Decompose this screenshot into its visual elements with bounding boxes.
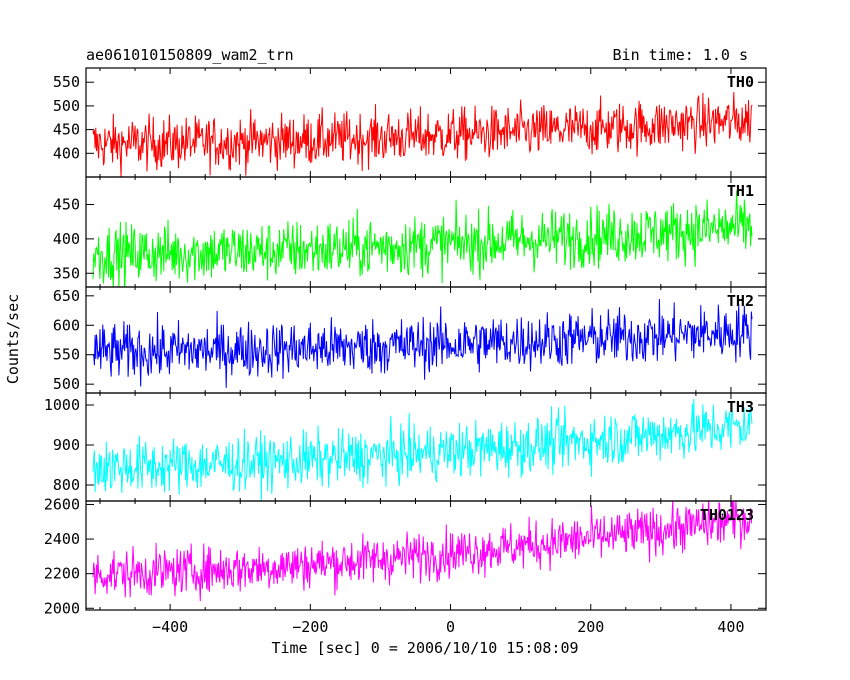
y-tick-label: 900 [53, 436, 80, 454]
y-tick-label: 2000 [44, 599, 80, 617]
panel-th0123: 2000 2200 2400 2600 TH0123 [44, 495, 767, 617]
y-tick-label: 800 [53, 476, 80, 494]
x-tick-label: 0 [446, 618, 455, 636]
panel-frame [85, 500, 767, 611]
panel-th3: 800 900 1000 TH3 [44, 392, 767, 502]
series-line-th2 [92, 298, 753, 388]
y-tick-label: 2600 [44, 495, 80, 513]
x-axis: −400 −200 0 200 400 [152, 618, 744, 636]
y-tick-label: 450 [53, 196, 80, 214]
y-tick-label: 350 [53, 264, 80, 282]
y-tick-label: 600 [53, 316, 80, 334]
x-tick-label: 400 [717, 618, 744, 636]
series-line-th0 [92, 92, 753, 177]
panel-frame [85, 392, 767, 502]
y-tick-label: 2400 [44, 530, 80, 548]
series-line-th0123 [92, 501, 753, 602]
panels: 400 450 500 550 TH0 350 400 450 TH1 500 550 600 650 T… [44, 67, 767, 617]
series-line-th3 [92, 398, 753, 501]
x-tick-label: −200 [292, 618, 328, 636]
series-line-th1 [92, 190, 753, 287]
y-tick-label: 500 [53, 375, 80, 393]
panel-th2: 500 550 600 650 TH2 [53, 286, 767, 394]
panel-label: TH0123 [700, 506, 754, 524]
panel-th0: 400 450 500 550 TH0 [53, 67, 767, 178]
panel-label: TH2 [727, 292, 754, 310]
chart-title-right: Bin time: 1.0 s [613, 46, 748, 64]
y-tick-label: 550 [53, 73, 80, 91]
panel-label: TH3 [727, 398, 754, 416]
x-axis-label: Time [sec] 0 = 2006/10/10 15:08:09 [271, 639, 578, 657]
y-tick-label: 450 [53, 121, 80, 139]
y-tick-label: 650 [53, 287, 80, 305]
y-tick-label: 400 [53, 144, 80, 162]
panel-label: TH1 [727, 182, 754, 200]
y-tick-label: 500 [53, 97, 80, 115]
chart-title-left: ae061010150809_wam2_trn [86, 46, 294, 64]
y-tick-label: 550 [53, 346, 80, 364]
y-tick-label: 1000 [44, 396, 80, 414]
panel-label: TH0 [727, 73, 754, 91]
y-axis-label: Counts/sec [4, 294, 22, 384]
y-tick-label: 2200 [44, 565, 80, 583]
y-tick-label: 400 [53, 230, 80, 248]
panel-th1: 350 400 450 TH1 [53, 176, 767, 288]
x-tick-label: 200 [577, 618, 604, 636]
x-tick-label: −400 [152, 618, 188, 636]
